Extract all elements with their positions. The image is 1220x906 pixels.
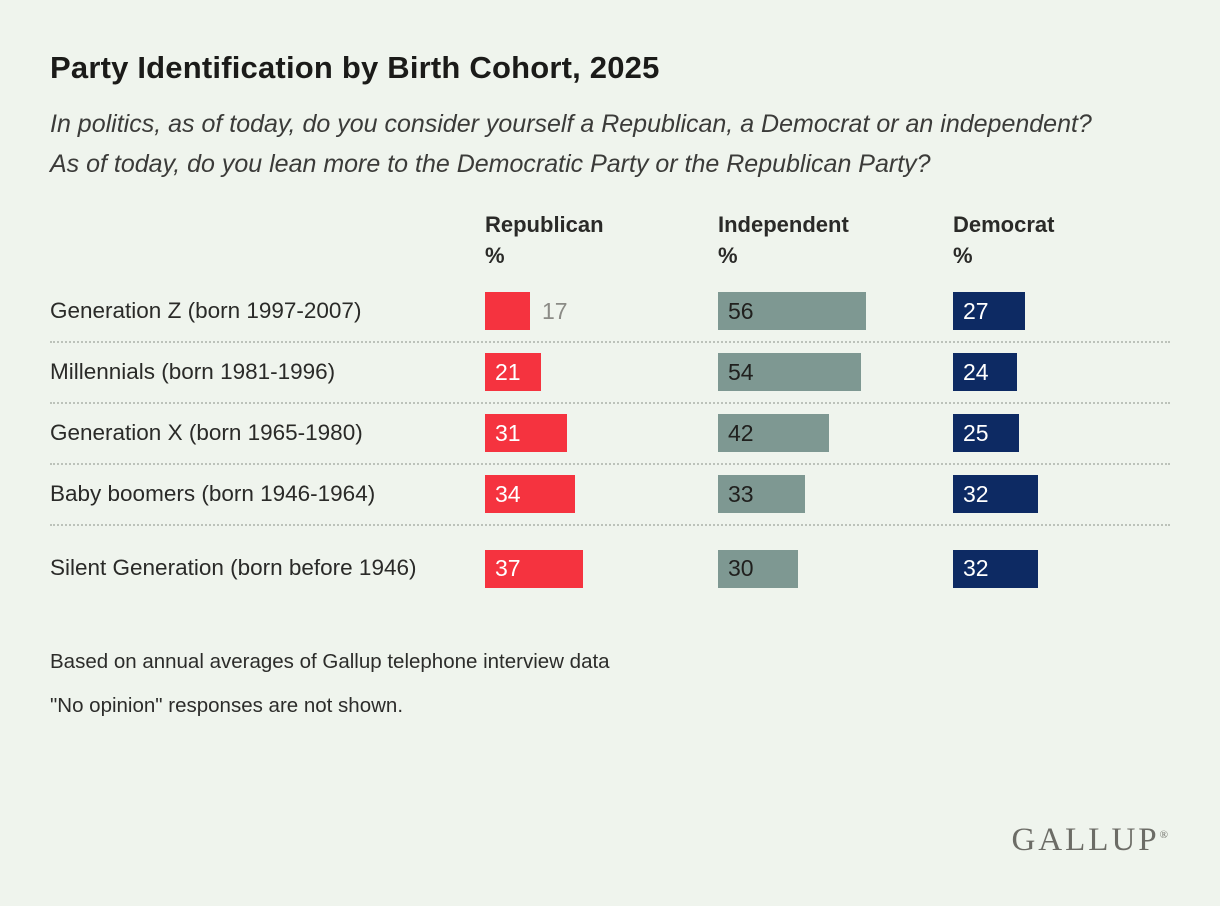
table-row: Silent Generation (born before 1946) 37 … (50, 526, 1170, 612)
bar-cell-democrat: 24 (953, 353, 1170, 392)
independent-bar: 33 (718, 475, 805, 514)
gallup-logo: GALLUP® (1011, 822, 1168, 859)
cohort-label: Millennials (born 1981-1996) (50, 358, 336, 384)
value-label: 27 (963, 297, 989, 324)
republican-bar: 21 (485, 353, 541, 392)
value-label: 21 (495, 358, 521, 385)
democrat-bar: 24 (953, 353, 1017, 392)
cohort-label: Baby boomers (born 1946-1964) (50, 480, 376, 506)
footnotes: Based on annual averages of Gallup telep… (50, 650, 1170, 718)
independent-bar: 56 (718, 292, 866, 331)
value-label: 24 (963, 358, 989, 385)
value-label: 56 (728, 297, 754, 324)
bar-cell-democrat: 27 (953, 292, 1170, 331)
value-label: 34 (495, 480, 521, 507)
bar-cell-republican: 21 (485, 353, 718, 392)
value-label: 54 (728, 358, 754, 385)
column-headers: Republican % Independent % Democrat % (50, 210, 1170, 272)
bar-cell-independent: 56 (718, 292, 953, 331)
democrat-bar: 27 (953, 292, 1025, 331)
bar-cell-independent: 42 (718, 414, 953, 453)
bar-cell-republican: 34 (485, 475, 718, 514)
republican-bar: 34 (485, 475, 575, 514)
source-note: Based on annual averages of Gallup telep… (50, 649, 610, 673)
republican-bar (485, 292, 530, 331)
table-row: Generation X (born 1965-1980) 31 42 25 (50, 404, 1170, 465)
cohort-label: Generation Z (born 1997-2007) (50, 297, 362, 323)
column-header-democrat: Democrat % (953, 212, 1055, 268)
democrat-bar: 32 (953, 549, 1038, 588)
table-row: Baby boomers (born 1946-1964) 34 33 32 (50, 465, 1170, 526)
bar-cell-republican: 37 (485, 549, 718, 588)
cohort-label: Generation X (born 1965-1980) (50, 419, 363, 445)
democrat-bar: 32 (953, 475, 1038, 514)
survey-question-2: As of today, do you lean more to the Dem… (50, 150, 931, 178)
democrat-bar: 25 (953, 414, 1019, 453)
value-label: 42 (728, 419, 754, 446)
republican-bar: 37 (485, 549, 583, 588)
gallup-logo-text: GALLUP (1011, 822, 1160, 858)
bar-cell-republican: 17 (485, 292, 718, 331)
value-label: 33 (728, 480, 754, 507)
value-label: 31 (495, 419, 521, 446)
bar-cell-independent: 54 (718, 353, 953, 392)
value-label: 32 (963, 555, 989, 582)
bar-cell-independent: 30 (718, 549, 953, 588)
bar-cell-democrat: 32 (953, 475, 1170, 514)
chart-table: Generation Z (born 1997-2007) 17 56 27 M… (50, 282, 1170, 612)
bar-cell-democrat: 32 (953, 549, 1170, 588)
column-header-independent: Independent % (718, 212, 849, 268)
no-opinion-note: "No opinion" responses are not shown. (50, 693, 404, 717)
page-title: Party Identification by Birth Cohort, 20… (50, 50, 660, 85)
value-label: 37 (495, 555, 521, 582)
bar-cell-democrat: 25 (953, 414, 1170, 453)
bar-cell-republican: 31 (485, 414, 718, 453)
bar-cell-independent: 33 (718, 475, 953, 514)
table-row: Generation Z (born 1997-2007) 17 56 27 (50, 282, 1170, 343)
table-row: Millennials (born 1981-1996) 21 54 24 (50, 343, 1170, 404)
column-header-republican: Republican % (485, 212, 604, 268)
value-label: 25 (963, 419, 989, 446)
republican-bar: 31 (485, 414, 567, 453)
value-label: 17 (542, 297, 568, 324)
independent-bar: 54 (718, 353, 861, 392)
value-label: 30 (728, 555, 754, 582)
survey-question-1: In politics, as of today, do you conside… (50, 110, 1092, 138)
survey-questions: In politics, as of today, do you conside… (50, 104, 1125, 184)
independent-bar: 30 (718, 549, 798, 588)
registered-trademark-icon: ® (1159, 829, 1168, 841)
value-label: 32 (963, 480, 989, 507)
independent-bar: 42 (718, 414, 829, 453)
cohort-label: Silent Generation (born before 1946) (50, 555, 417, 581)
